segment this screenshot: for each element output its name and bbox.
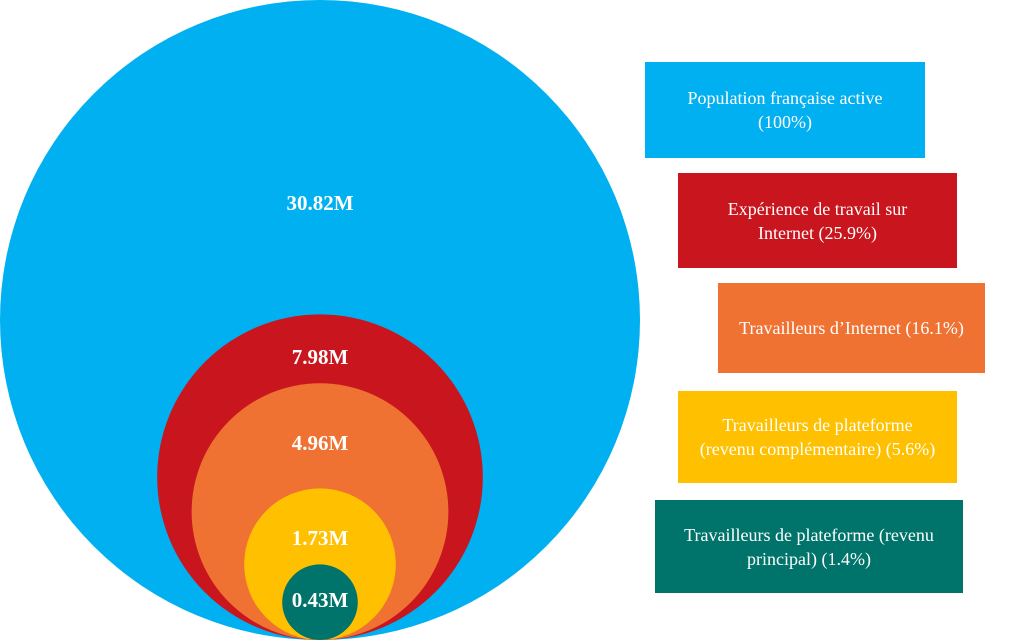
circle bbox=[282, 564, 358, 640]
legend-entry: Travailleurs de plateforme (revenu compl… bbox=[678, 391, 957, 483]
value-label: 4.96M bbox=[292, 431, 349, 455]
circles: 30.82M 7.98M 4.96M 1.73M 0.43M bbox=[0, 0, 640, 640]
value-label: 0.43M bbox=[292, 588, 349, 612]
legend-entry: Travailleurs d’Internet (16.1%) bbox=[718, 283, 985, 373]
value-label: 1.73M bbox=[292, 526, 349, 550]
value-label: 7.98M bbox=[292, 345, 349, 369]
legend-entry: Expérience de travail sur Internet (25.9… bbox=[678, 173, 957, 268]
legend-entry: Population française active (100%) bbox=[645, 62, 925, 158]
circle bbox=[244, 488, 396, 640]
legend-entry: Travailleurs de plateforme (revenu princ… bbox=[655, 500, 963, 593]
value-label: 30.82M bbox=[286, 191, 353, 215]
